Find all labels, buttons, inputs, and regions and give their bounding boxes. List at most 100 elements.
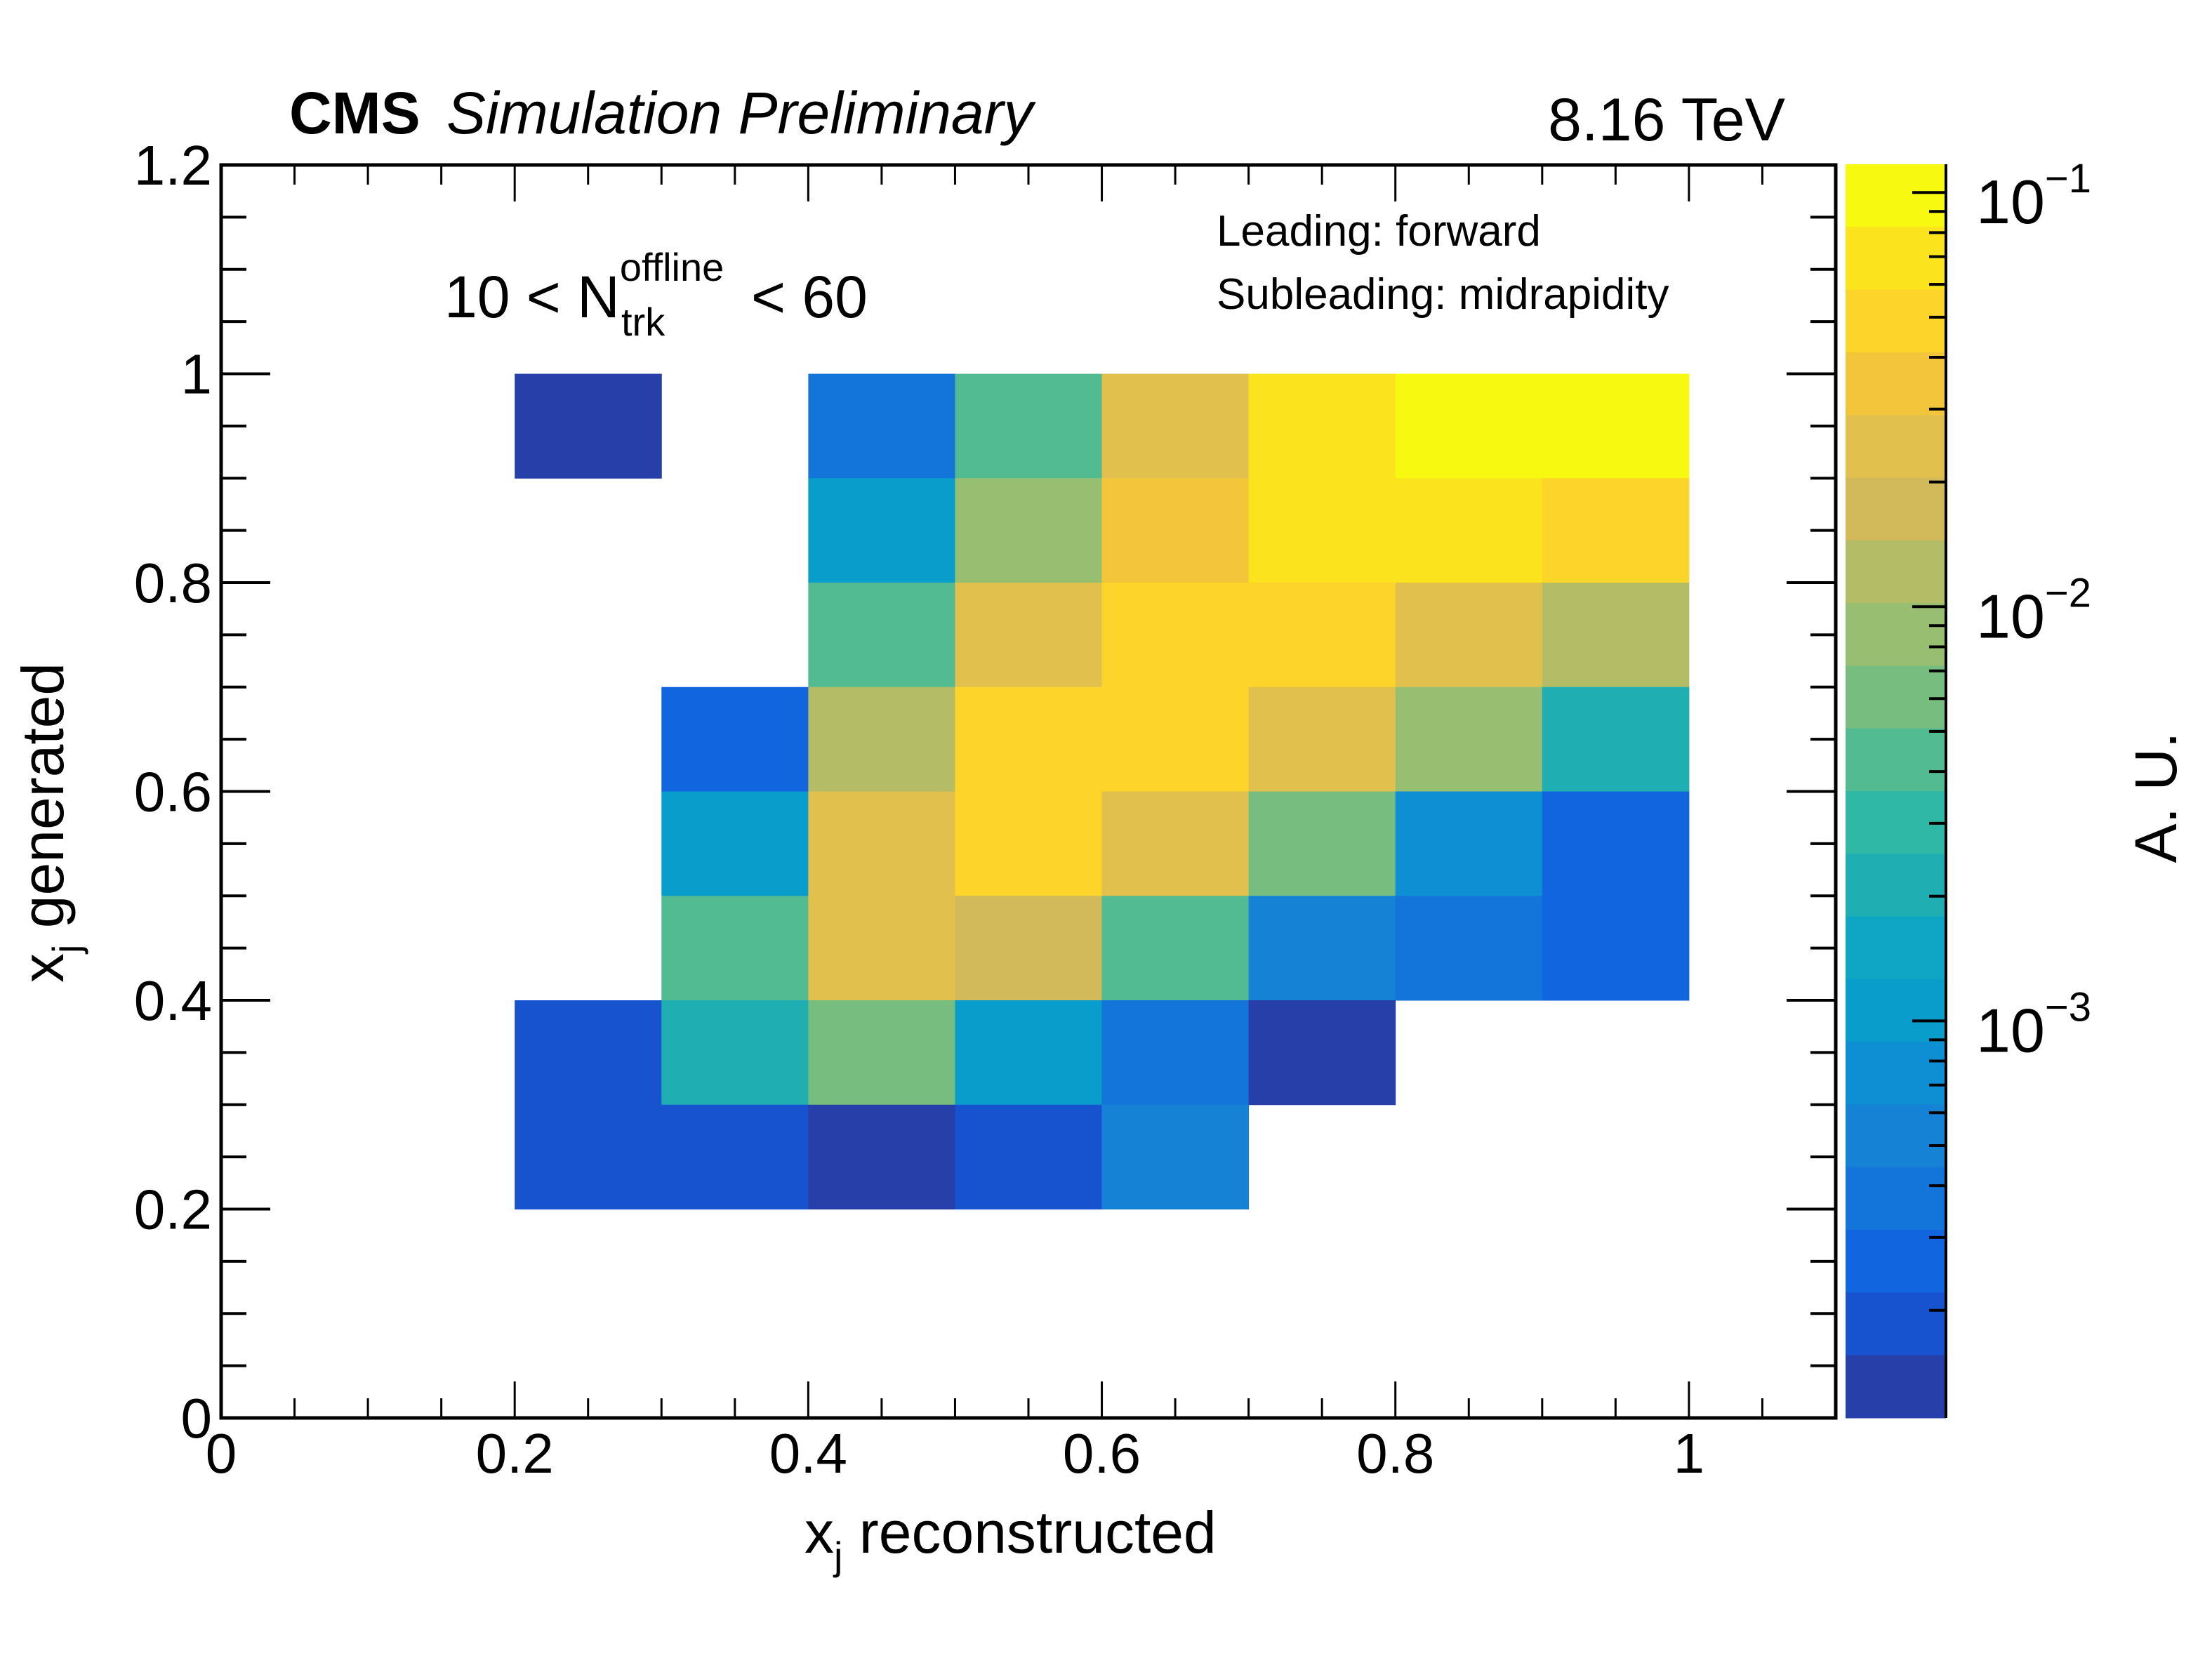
colorbar-band [1846, 477, 1946, 541]
colorbar-band [1846, 854, 1946, 917]
heatmap-bin [1101, 1000, 1250, 1106]
heatmap-bin [955, 478, 1103, 583]
heatmap-bin [1542, 478, 1690, 583]
x-axis-title-sub: j [833, 1534, 842, 1578]
heatmap-bin [1101, 373, 1250, 479]
multiplicity-label: 10 < Noffline [444, 245, 724, 330]
heatmap-bin [808, 896, 955, 1001]
x-axis-title: xj reconstructed [804, 1499, 1217, 1578]
energy-label: 8.16 TeV [1548, 86, 1785, 154]
colorbar-band [1846, 1042, 1946, 1105]
y-tick-label: 0.2 [134, 1179, 212, 1241]
colorbar-band [1846, 1230, 1946, 1293]
colorbar-band [1846, 352, 1946, 416]
y-tick-label: 0.6 [134, 761, 212, 823]
heatmap-bin [1395, 583, 1543, 688]
multiplicity-suffix: < 60 [751, 264, 868, 330]
heatmap-bin [808, 791, 955, 896]
heatmap-bin [1248, 687, 1396, 792]
y-tick-label: 1 [181, 343, 213, 406]
heatmap-bin [1248, 583, 1396, 688]
multiplicity-prefix: 10 < N [444, 264, 620, 330]
heatmap-bin [661, 896, 809, 1001]
multiplicity-subscript: trk [621, 300, 665, 344]
x-axis-title-rest: reconstructed [842, 1499, 1216, 1565]
cms-label: CMS [289, 80, 420, 146]
heatmap-bin [1395, 373, 1543, 479]
colorbar-tick-label: 10−2 [1976, 570, 2091, 651]
colorbar-band [1846, 1355, 1946, 1419]
simulation-preliminary-label: Simulation Preliminary [446, 80, 1037, 146]
heatmap-bin [661, 687, 809, 792]
heatmap-bin [515, 373, 662, 479]
heatmap-bin [1395, 791, 1543, 896]
heatmap-bin [955, 583, 1103, 688]
colorbar-tick-label: 10−3 [1976, 984, 2091, 1065]
colorbar-band [1846, 164, 1946, 227]
heatmap-bin [808, 478, 955, 583]
heatmap-bin [1395, 896, 1543, 1001]
heatmap-bin [1395, 478, 1543, 583]
colorbar: 10−110−210−3 [1846, 156, 2091, 1419]
heatmap-bin [955, 687, 1103, 792]
heatmap-bin [1101, 687, 1250, 792]
x-tick-label: 1 [1674, 1422, 1705, 1485]
colorbar-band [1846, 540, 1946, 604]
leading-label: Leading: forward [1217, 207, 1541, 256]
colorbar-band [1846, 1292, 1946, 1356]
heatmap-bin [955, 896, 1103, 1001]
colorbar-band [1846, 1167, 1946, 1231]
colorbar-band [1846, 289, 1946, 353]
x-tick-label: 0.6 [1063, 1422, 1141, 1485]
z-axis-title: A. U. [2123, 732, 2189, 863]
heatmap-bin [1248, 1000, 1396, 1106]
heatmap-bin [515, 1000, 662, 1106]
heatmap-bin [1248, 896, 1396, 1001]
heatmap-bin [808, 1104, 955, 1209]
heatmap-bin [808, 373, 955, 479]
colorbar-band [1846, 227, 1946, 291]
heatmap-bin [808, 687, 955, 792]
heatmap-bin [1248, 791, 1396, 896]
colorbar-tick-label-base: 10 [1976, 167, 2045, 237]
colorbar-band [1846, 916, 1946, 980]
heatmap-bin [1101, 583, 1250, 688]
heatmap-bin [1542, 583, 1690, 688]
heatmap-bin [1248, 373, 1396, 479]
heatmap-bin [661, 1000, 809, 1106]
colorbar-band [1846, 728, 1946, 792]
heatmap-bin [1248, 478, 1396, 583]
y-tick-label: 0.8 [134, 552, 212, 614]
heatmap-bin [1542, 896, 1690, 1001]
heatmap-bin [1542, 687, 1690, 792]
heatmap-bin [1395, 687, 1543, 792]
colorbar-band [1846, 1104, 1946, 1168]
heatmap-bin [661, 1104, 809, 1209]
heatmap-bin [808, 583, 955, 688]
x-tick-label: 0.2 [476, 1422, 554, 1485]
heatmap-bin [1101, 1104, 1250, 1209]
heatmap-bin [1101, 896, 1250, 1001]
x-axis-title-main: x [804, 1499, 834, 1565]
colorbar-band [1846, 979, 1946, 1042]
y-axis-title-sub: j [44, 945, 88, 955]
x-tick-label: 0.8 [1356, 1422, 1434, 1485]
colorbar-tick-label: 10−1 [1976, 156, 2091, 237]
heatmap-bins [515, 373, 1690, 1209]
multiplicity-superscript: offline [620, 245, 724, 289]
colorbar-tick-label-base: 10 [1976, 581, 2045, 651]
y-tick-label: 1.2 [134, 134, 212, 197]
heatmap-bin [1101, 478, 1250, 583]
heatmap-bin [808, 1000, 955, 1106]
subleading-label: Subleading: midrapidity [1217, 270, 1669, 319]
heatmap-bin [955, 1000, 1103, 1106]
heatmap-bin [1542, 373, 1690, 479]
heatmap-bin [955, 1104, 1103, 1209]
x-tick-label: 0 [206, 1422, 237, 1485]
colorbar-tick-label-exponent: −1 [2045, 156, 2091, 201]
heatmap-bin [1101, 791, 1250, 896]
colorbar-tick-label-base: 10 [1976, 995, 2045, 1065]
colorbar-tick-label-exponent: −2 [2045, 570, 2091, 616]
colorbar-band [1846, 415, 1946, 478]
